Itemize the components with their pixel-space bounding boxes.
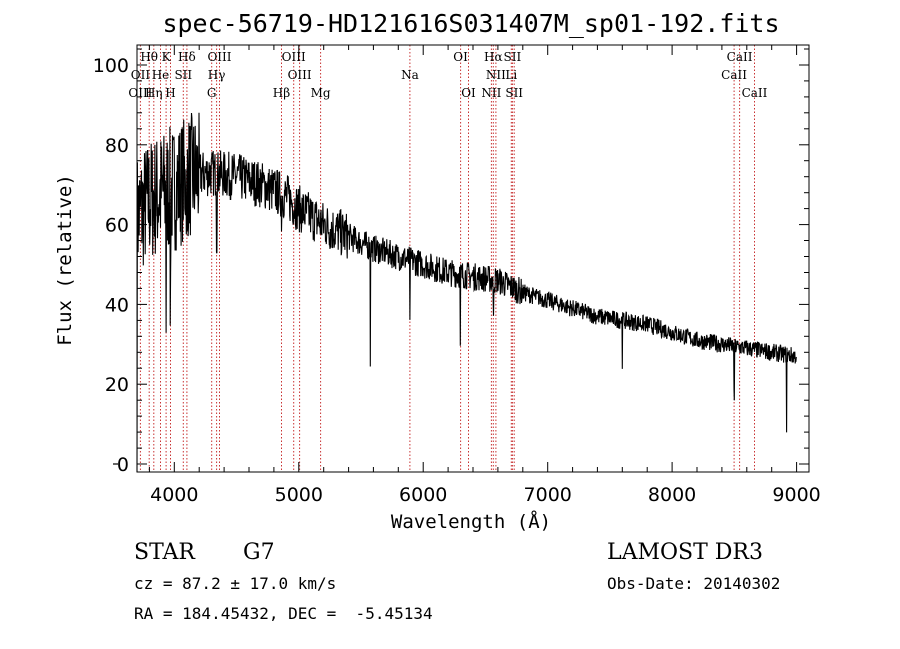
spectral-line-label: Hγ	[208, 68, 226, 82]
spectral-line-label: SII	[174, 68, 192, 82]
spectral-line-label: Hη	[145, 86, 163, 100]
spectral-line-label: CaII	[721, 68, 747, 82]
spectral-line-label: Li	[505, 68, 517, 82]
spectral-line-label: Hθ	[140, 50, 158, 64]
spectral-line-label: OIII	[207, 50, 231, 64]
spectral-line-label: OII	[131, 68, 151, 82]
y-tick-label: 60	[105, 215, 129, 237]
redshift-velocity: cz = 87.2 ± 17.0 km/s	[134, 574, 337, 593]
x-tick-label: 7000	[524, 484, 572, 506]
spectral-line-label: He	[152, 68, 170, 82]
y-axis-label: Flux (relative)	[54, 174, 76, 346]
spectral-line-label: OI	[453, 50, 468, 64]
object-class: STAR	[134, 540, 195, 565]
x-tick-label: 8000	[648, 484, 696, 506]
y-tick-label: 80	[105, 135, 129, 157]
spectral-line-label: OIII	[282, 50, 306, 64]
x-axis-ticks: 4000 5000 6000 7000 8000 9000	[148, 45, 821, 506]
chart-title: spec-56719-HD121616S031407M_sp01-192.fit…	[162, 9, 779, 38]
spectral-line-label: OIII	[288, 68, 312, 82]
spectral-line-label: Hα	[484, 50, 503, 64]
x-tick-label: 5000	[275, 484, 323, 506]
spectral-line-label: Hβ	[273, 86, 290, 100]
x-tick-label: 4000	[150, 484, 198, 506]
spectrum-line	[136, 112, 797, 473]
coordinates: RA = 184.45432, DEC = -5.45134	[134, 604, 433, 623]
x-axis-label: Wavelength (Å)	[391, 510, 551, 533]
y-tick-label: 100	[93, 55, 129, 77]
spectral-line-label: OI	[461, 86, 476, 100]
spectral-line-label: NII	[481, 86, 501, 100]
x-tick-label: 9000	[772, 484, 820, 506]
y-tick-label: 20	[105, 374, 129, 396]
x-tick-label: 6000	[399, 484, 447, 506]
observation-date: Obs-Date: 20140302	[607, 574, 781, 593]
y-axis-ticks: 0 20 40 60 80 100	[93, 48, 809, 476]
y-tick-label: 0	[117, 454, 129, 476]
spectral-line-label: SII	[505, 86, 523, 100]
spectral-line-label: Na	[401, 68, 419, 82]
spectral-line-label: G	[207, 86, 217, 100]
spectral-line-label: Mg	[311, 86, 331, 100]
y-tick-label: 40	[105, 294, 129, 316]
spectral-line-label: CaII	[742, 86, 768, 100]
spectral-line-label: SII	[504, 50, 522, 64]
plot-frame	[136, 44, 810, 473]
survey-name: LAMOST DR3	[607, 540, 763, 565]
spectral-line-markers	[139, 45, 755, 472]
spectral-line-label: NII	[486, 68, 506, 82]
spectral-line-label: CaII	[727, 50, 753, 64]
spectral-line-label: OIII	[128, 86, 152, 100]
spectral-line-label: Hδ	[178, 50, 196, 64]
spectral-line-label: H	[165, 86, 175, 100]
spectral-subclass: G7	[243, 540, 275, 565]
spectral-line-label: K	[162, 50, 172, 64]
